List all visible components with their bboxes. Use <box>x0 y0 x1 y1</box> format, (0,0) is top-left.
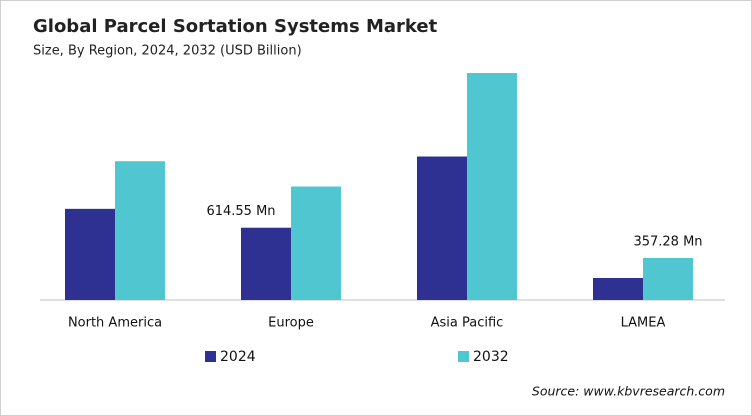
legend-swatch <box>205 351 216 362</box>
x-tick-label: Asia Pacific <box>431 316 504 331</box>
bar <box>241 227 291 300</box>
bar <box>643 257 693 300</box>
bar <box>65 208 115 300</box>
legend-label: 2024 <box>220 349 256 365</box>
legend-label: 2032 <box>473 349 509 365</box>
x-tick-label: North America <box>68 316 162 331</box>
bar <box>593 278 643 300</box>
chart-title: Global Parcel Sortation Systems Market <box>33 16 438 37</box>
bar <box>467 73 517 300</box>
bar <box>417 156 467 300</box>
x-tick-label: LAMEA <box>621 316 666 331</box>
legend-swatch <box>458 351 469 362</box>
x-tick-label: Europe <box>268 316 314 331</box>
bar <box>291 186 341 300</box>
chart-subtitle: Size, By Region, 2024, 2032 (USD Billion… <box>33 44 302 59</box>
value-label: 357.28 Mn <box>633 234 702 249</box>
value-label: 614.55 Mn <box>206 204 275 219</box>
bar <box>115 161 165 300</box>
source: Source: www.kbvresearch.com <box>532 384 725 399</box>
